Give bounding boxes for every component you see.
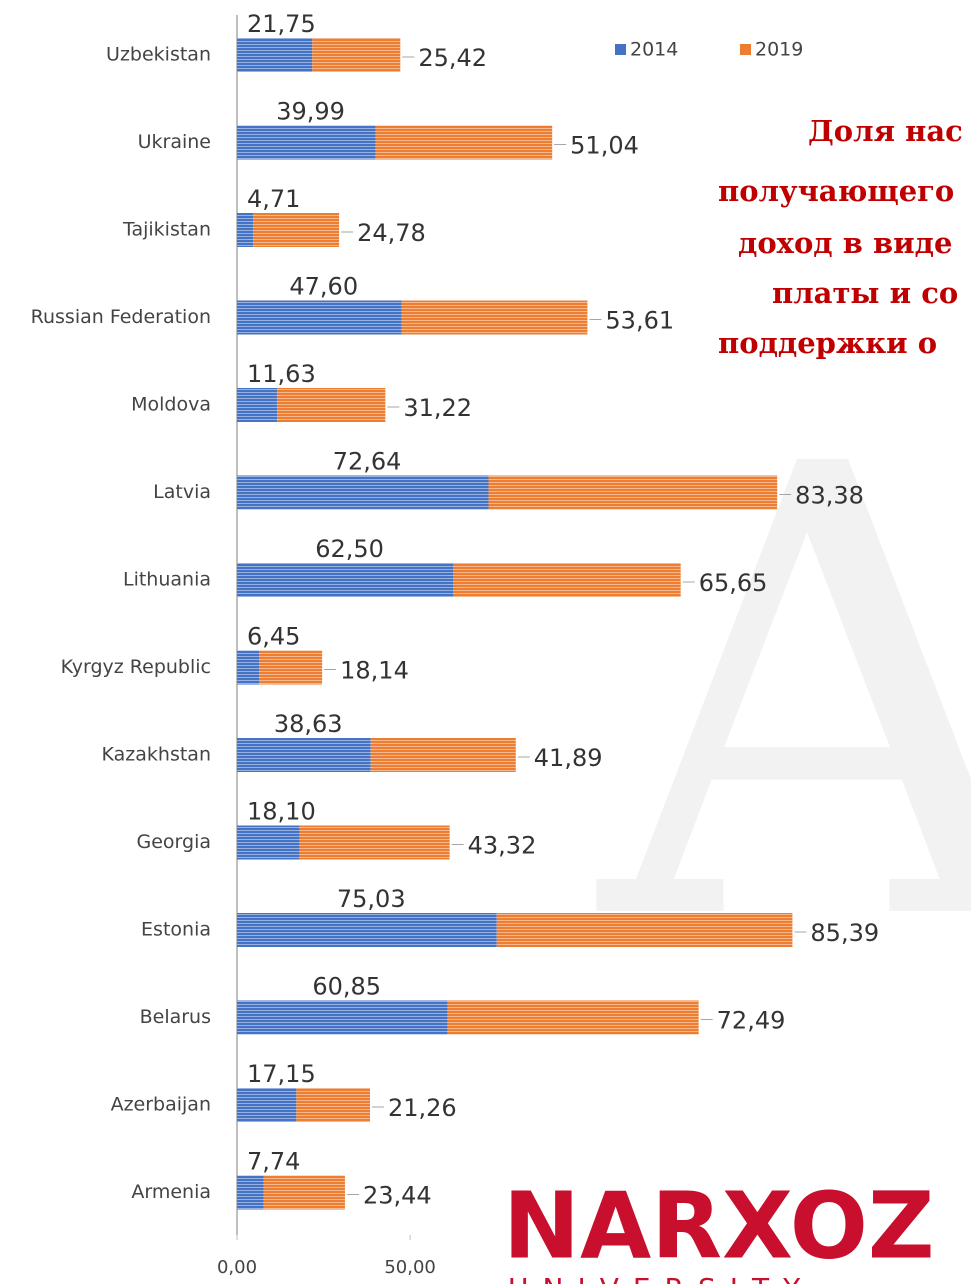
category-label: Russian Federation: [31, 306, 211, 328]
bar-segment: [375, 125, 553, 160]
bar-segment: [237, 388, 278, 422]
title-line: доход в виде: [738, 226, 952, 260]
bar-segment: [237, 475, 489, 510]
value-label: 53,61: [605, 307, 674, 335]
bar-segment: [253, 213, 340, 247]
bar-segment: [277, 388, 386, 422]
value-label: 65,65: [699, 569, 768, 597]
category-label: Armenia: [131, 1181, 211, 1203]
category-label: Georgia: [137, 831, 212, 853]
value-label: 11,63: [247, 360, 316, 388]
logo-sub: UNIVERSITY: [508, 1272, 814, 1284]
watermark: A: [590, 337, 971, 1058]
category-label: Kyrgyz Republic: [61, 656, 211, 678]
x-tick-label: 50,00: [384, 1257, 436, 1278]
legend-label: 2019: [755, 39, 803, 61]
title-line: платы и со: [772, 276, 958, 310]
bar-segment: [296, 1088, 370, 1122]
bar-segment: [447, 1000, 699, 1035]
category-label: Kazakhstan: [102, 744, 211, 766]
title-line: Доля нас: [808, 114, 963, 148]
title-line: поддержки о: [718, 326, 937, 360]
category-label: Tajikistan: [122, 219, 211, 241]
bar-segment: [237, 650, 260, 685]
bar-segment: [299, 825, 450, 860]
legend-label: 2014: [630, 39, 678, 61]
bar-segment: [237, 1088, 297, 1122]
bar-segment: [237, 913, 497, 947]
value-label: 18,10: [247, 798, 316, 826]
value-label: 85,39: [810, 919, 879, 947]
value-label: 41,89: [534, 744, 603, 772]
bar-segment: [312, 38, 401, 72]
title-line: получающего: [718, 174, 954, 208]
bar-segment: [496, 913, 793, 947]
value-label: 21,75: [247, 10, 316, 38]
bar-segment: [237, 300, 402, 335]
category-label: Estonia: [141, 919, 211, 941]
value-label: 62,50: [315, 535, 384, 563]
value-label: 47,60: [289, 273, 358, 301]
bar-segment: [237, 1175, 264, 1210]
bar-segment: [237, 825, 300, 860]
legend-swatch: [615, 44, 626, 55]
value-label: 83,38: [795, 482, 864, 510]
value-label: 31,22: [403, 394, 472, 422]
legend-swatch: [740, 44, 751, 55]
value-label: 21,26: [388, 1094, 457, 1122]
value-label: 43,32: [468, 832, 537, 860]
bar-segment: [259, 650, 323, 685]
bar-segment: [370, 738, 516, 772]
category-label: Lithuania: [123, 569, 211, 591]
category-label: Ukraine: [138, 131, 211, 153]
value-label: 72,64: [333, 448, 402, 476]
category-label: Uzbekistan: [106, 44, 211, 66]
value-label: 6,45: [247, 623, 300, 651]
value-label: 51,04: [570, 132, 639, 160]
bar-segment: [488, 475, 778, 510]
bar-segment: [237, 125, 376, 160]
category-label: Latvia: [153, 481, 211, 503]
logo-name: NARXOZ: [503, 1172, 935, 1279]
value-label: 18,14: [340, 657, 409, 685]
value-label: 72,49: [717, 1007, 786, 1035]
bar-segment: [237, 213, 254, 247]
value-label: 38,63: [274, 710, 343, 738]
value-label: 60,85: [312, 973, 381, 1001]
bar-segment: [453, 563, 681, 597]
value-label: 4,71: [247, 185, 300, 213]
category-label: Azerbaijan: [111, 1094, 211, 1116]
bar-segment: [237, 563, 454, 597]
bar-segment: [263, 1175, 345, 1210]
value-label: 39,99: [276, 98, 345, 126]
bar-segment: [401, 300, 588, 335]
value-label: 23,44: [363, 1182, 432, 1210]
bar-segment: [237, 38, 313, 72]
category-label: Belarus: [140, 1006, 211, 1028]
category-label: Moldova: [131, 394, 211, 416]
value-label: 24,78: [357, 219, 426, 247]
bar-segment: [237, 738, 371, 772]
bar-segment: [237, 1000, 448, 1035]
x-tick-label: 0,00: [217, 1257, 257, 1278]
value-label: 25,42: [418, 44, 487, 72]
value-label: 17,15: [247, 1060, 316, 1088]
value-label: 7,74: [247, 1148, 300, 1176]
value-label: 75,03: [337, 885, 406, 913]
